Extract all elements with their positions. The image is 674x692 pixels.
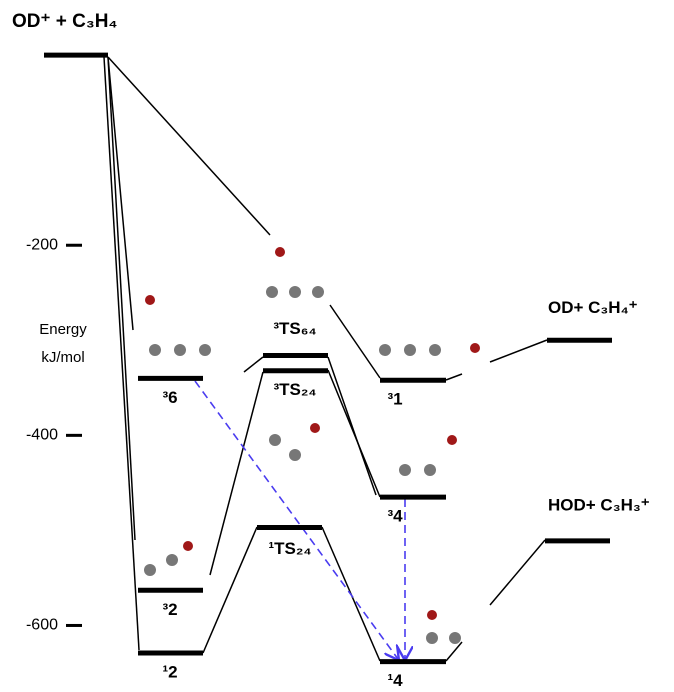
level-label: ¹2 — [162, 663, 177, 682]
atom — [427, 610, 437, 620]
atom — [404, 344, 416, 356]
atom — [166, 554, 178, 566]
level-label: HOD+ C₃H₃⁺ — [548, 495, 650, 514]
connector — [446, 374, 462, 380]
atom — [429, 344, 441, 356]
y-tick-label: -400 — [26, 427, 58, 444]
atom — [269, 434, 281, 446]
level-label: ³1 — [387, 390, 402, 409]
level-label: ³TS₆₄ — [273, 319, 316, 338]
atom — [266, 286, 278, 298]
level-label: ³4 — [387, 507, 403, 526]
connector — [108, 57, 135, 540]
atom — [447, 435, 457, 445]
level-label: OD⁺ + C₃H₄ — [12, 11, 117, 32]
connector — [203, 527, 257, 653]
connector — [446, 642, 462, 661]
atom — [289, 449, 301, 461]
y-tick-label: -600 — [26, 617, 58, 634]
atom — [449, 632, 461, 644]
connector — [330, 305, 380, 378]
atom — [174, 344, 186, 356]
level-label: ³6 — [162, 388, 177, 407]
connector — [244, 357, 263, 372]
dashed-arrow — [195, 381, 398, 659]
level-label: ¹TS₂₄ — [268, 539, 311, 558]
atom — [183, 541, 193, 551]
atom — [289, 286, 301, 298]
connector — [328, 357, 376, 495]
y-tick-label: -200 — [26, 236, 58, 253]
atom — [424, 464, 436, 476]
connector — [104, 57, 139, 650]
atom — [149, 344, 161, 356]
atom — [310, 423, 320, 433]
atom — [399, 464, 411, 476]
atom — [426, 632, 438, 644]
connector — [210, 372, 263, 575]
axis-title: kJ/mol — [41, 349, 84, 366]
connector — [490, 540, 545, 605]
atom — [144, 564, 156, 576]
atom — [312, 286, 324, 298]
atom — [379, 344, 391, 356]
energy-diagram: Energy kJ/mol -200 -400 -600 OD⁺ + C₃H₄ ³TS₆… — [0, 0, 674, 692]
connector — [490, 340, 547, 362]
atom — [199, 344, 211, 356]
axis-title: Energy — [39, 321, 87, 338]
atom — [145, 295, 155, 305]
atom — [470, 343, 480, 353]
molecules — [144, 247, 480, 644]
atom — [275, 247, 285, 257]
connectors — [104, 57, 547, 661]
level-label: ¹4 — [387, 671, 403, 690]
level-label: OD+ C₃H₄⁺ — [548, 298, 638, 317]
level-label: ³2 — [162, 600, 177, 619]
level-label: ³TS₂₄ — [273, 380, 316, 399]
connector — [108, 57, 270, 235]
